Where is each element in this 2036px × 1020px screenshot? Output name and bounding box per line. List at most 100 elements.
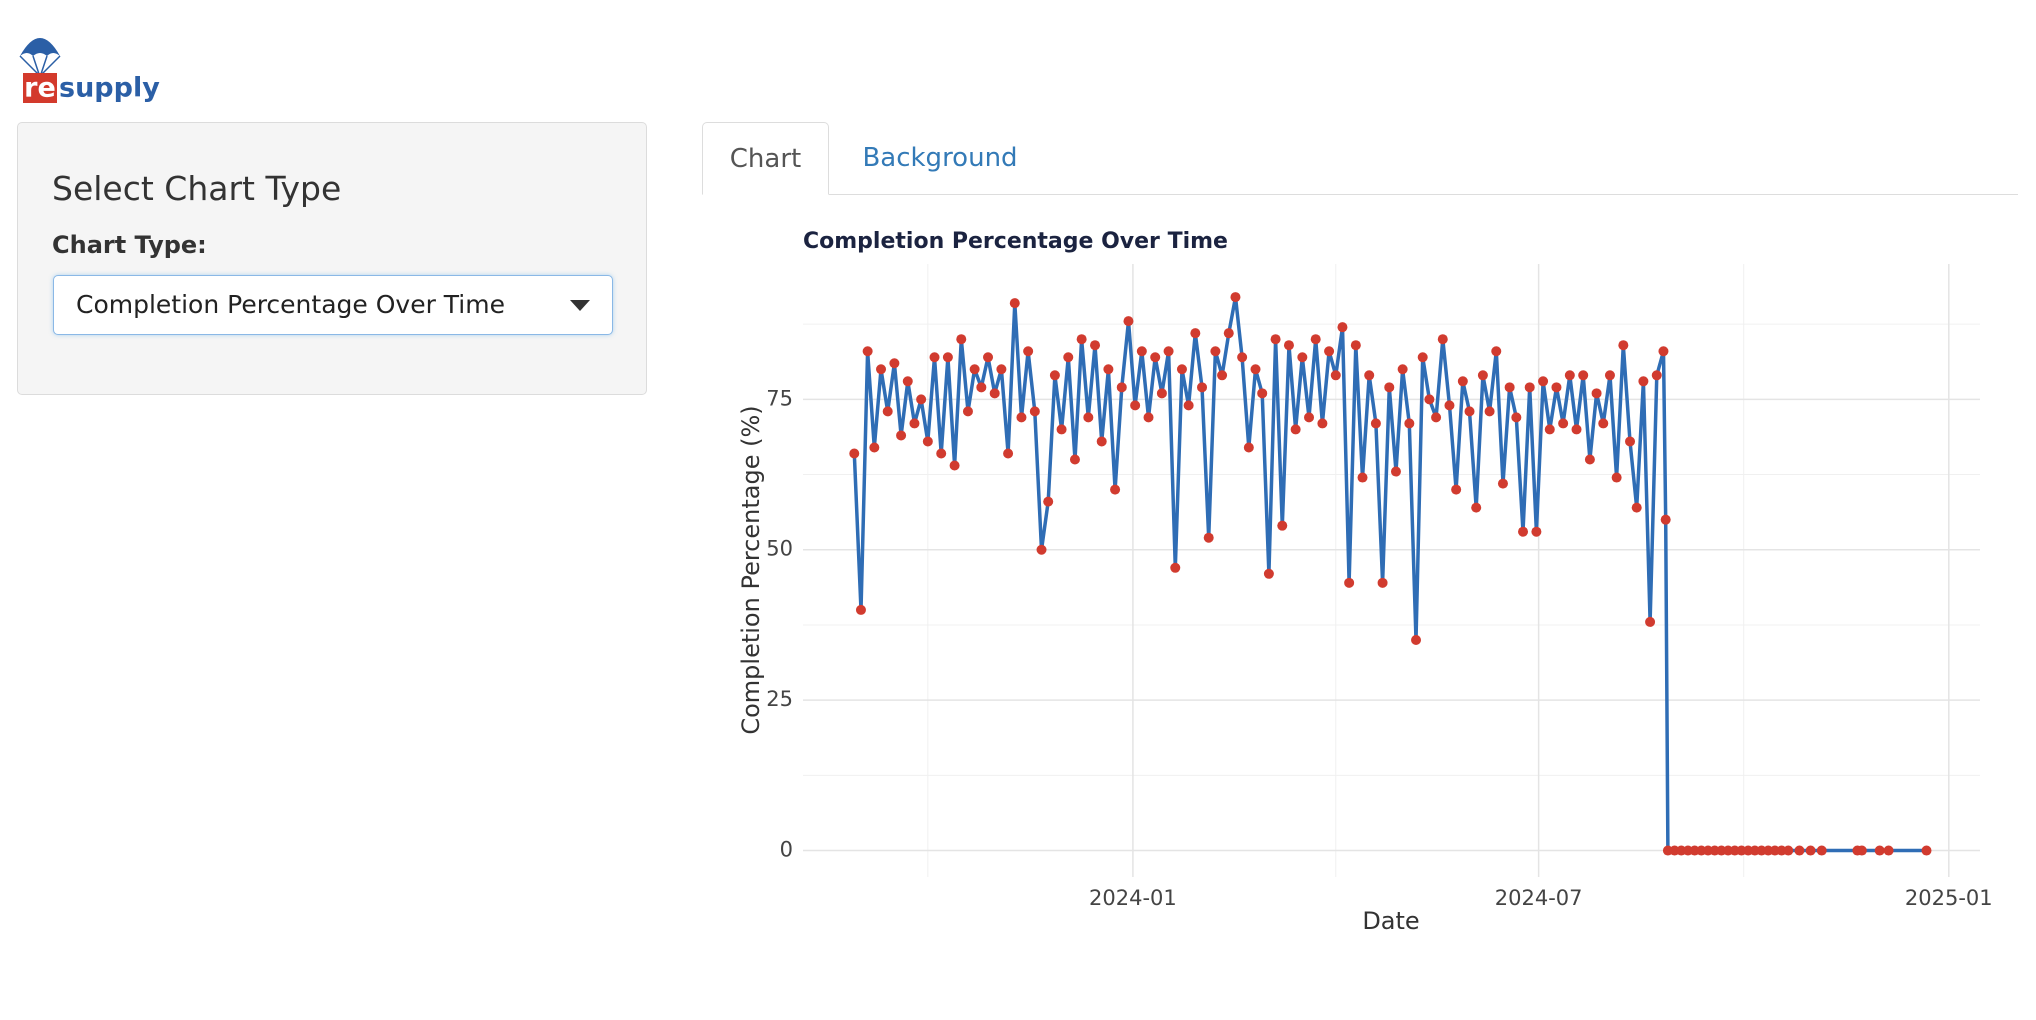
point (1103, 364, 1114, 375)
point (1625, 436, 1636, 447)
point (1116, 382, 1127, 393)
point (1571, 424, 1582, 435)
point (1783, 845, 1794, 856)
point (1511, 412, 1522, 423)
point (1397, 364, 1408, 375)
point (1477, 370, 1488, 381)
tab-chart[interactable]: Chart (702, 122, 829, 195)
point (1304, 412, 1315, 423)
point (1551, 382, 1562, 393)
point (1270, 334, 1281, 345)
point (1250, 364, 1261, 375)
tab-line (702, 194, 2018, 195)
point (1417, 352, 1428, 363)
point (1324, 346, 1335, 357)
point (1083, 412, 1094, 423)
point (1411, 634, 1422, 645)
logo: re supply (19, 38, 160, 104)
point (889, 358, 900, 369)
point (1631, 502, 1642, 513)
point (1618, 340, 1629, 351)
point (1518, 526, 1529, 537)
point (1794, 845, 1805, 856)
point (1143, 412, 1154, 423)
point (989, 388, 1000, 399)
point (1816, 845, 1827, 856)
point (1023, 346, 1034, 357)
point (1223, 328, 1234, 339)
point (1364, 370, 1375, 381)
point (1344, 577, 1355, 588)
point (1544, 424, 1555, 435)
point (1660, 514, 1671, 525)
point (983, 352, 994, 363)
point (1424, 394, 1435, 405)
point (949, 460, 960, 471)
select-label: Chart Type: (52, 231, 207, 259)
y-axis-label: Completion Percentage (%) (737, 405, 765, 734)
point (1090, 340, 1101, 351)
y-tick-label: 75 (766, 386, 793, 410)
point (1504, 382, 1515, 393)
x-tick-label: 2025-01 (1905, 886, 1993, 910)
point (1431, 412, 1442, 423)
point (1591, 388, 1602, 399)
y-tick-label: 0 (780, 838, 793, 862)
point (1290, 424, 1301, 435)
point (1484, 406, 1495, 417)
point (1538, 376, 1549, 387)
point (1176, 364, 1187, 375)
point (896, 430, 907, 441)
point (1658, 346, 1669, 357)
point (909, 418, 920, 429)
point (1564, 370, 1575, 381)
point (1136, 346, 1147, 357)
point (1036, 544, 1047, 555)
point (1069, 454, 1080, 465)
point (962, 406, 973, 417)
point (1558, 418, 1569, 429)
point (862, 346, 873, 357)
point (1063, 352, 1074, 363)
point (1076, 334, 1087, 345)
point (1217, 370, 1228, 381)
point (1598, 418, 1609, 429)
chart-type-select[interactable]: Completion Percentage Over Time (53, 275, 613, 335)
x-axis-label: Date (1362, 907, 1419, 935)
point (1350, 340, 1361, 351)
point (855, 604, 866, 615)
point (1444, 400, 1455, 411)
point (1874, 845, 1885, 856)
select-value: Completion Percentage Over Time (76, 290, 505, 319)
parachute (20, 38, 60, 56)
point (1163, 346, 1174, 357)
point (1156, 388, 1167, 399)
point (849, 448, 860, 459)
point (1451, 484, 1462, 495)
point (1243, 442, 1254, 453)
point (1277, 520, 1288, 531)
y-tick-label: 50 (766, 537, 793, 561)
point (1009, 298, 1020, 309)
sidebar-heading: Select Chart Type (52, 169, 342, 208)
parachute-lines (19, 55, 61, 75)
tab-background[interactable]: Background (862, 143, 1018, 173)
point (1883, 845, 1894, 856)
point (1016, 412, 1027, 423)
point (1263, 568, 1274, 579)
logo-re: re (24, 73, 56, 104)
y-tick-label: 25 (766, 687, 793, 711)
point (1237, 352, 1248, 363)
point (1404, 418, 1415, 429)
point (1230, 292, 1241, 303)
point (1457, 376, 1468, 387)
point (1921, 845, 1932, 856)
point (1257, 388, 1268, 399)
point (1029, 406, 1040, 417)
point (976, 382, 987, 393)
point (1584, 454, 1595, 465)
point (929, 352, 940, 363)
point (936, 448, 947, 459)
point (1524, 382, 1535, 393)
